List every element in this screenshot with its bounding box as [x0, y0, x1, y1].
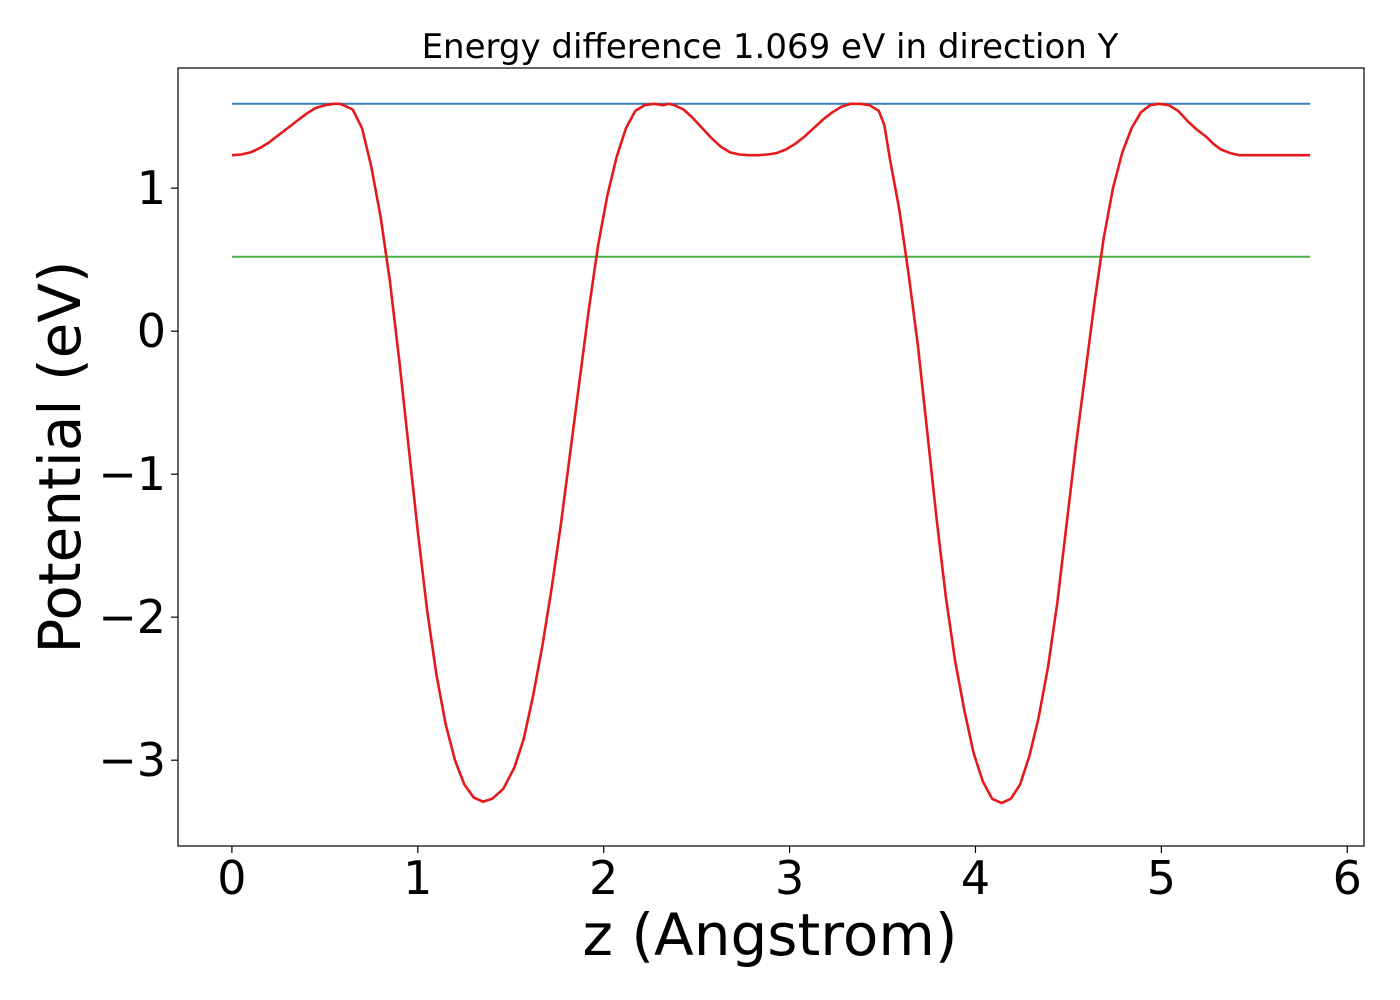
y-axis-ticks: −3 −2 −1 0 1 — [98, 161, 178, 787]
x-tick-label: 5 — [1147, 851, 1176, 905]
chart-title: Energy difference 1.069 eV in direction … — [422, 27, 1119, 67]
x-axis-ticks: 0 1 2 3 4 5 6 — [217, 846, 1362, 905]
x-tick-label: 0 — [217, 851, 246, 905]
x-axis-label: z (Angstrom) — [583, 901, 958, 969]
x-tick-label: 1 — [403, 851, 432, 905]
x-tick-label: 4 — [961, 851, 990, 905]
y-tick-label: −3 — [98, 733, 166, 787]
y-tick-label: 1 — [137, 161, 166, 215]
x-tick-label: 3 — [775, 851, 804, 905]
y-axis-label: Potential (eV) — [26, 260, 94, 653]
y-tick-label: 0 — [137, 304, 166, 358]
y-tick-label: −1 — [98, 447, 166, 501]
plot-layer — [231, 102, 1311, 805]
y-tick-label: −2 — [98, 590, 166, 644]
x-tick-label: 2 — [589, 851, 618, 905]
plot-frame — [177, 67, 1365, 847]
series-line-0 — [231, 102, 1311, 805]
x-tick-label: 6 — [1333, 851, 1362, 905]
